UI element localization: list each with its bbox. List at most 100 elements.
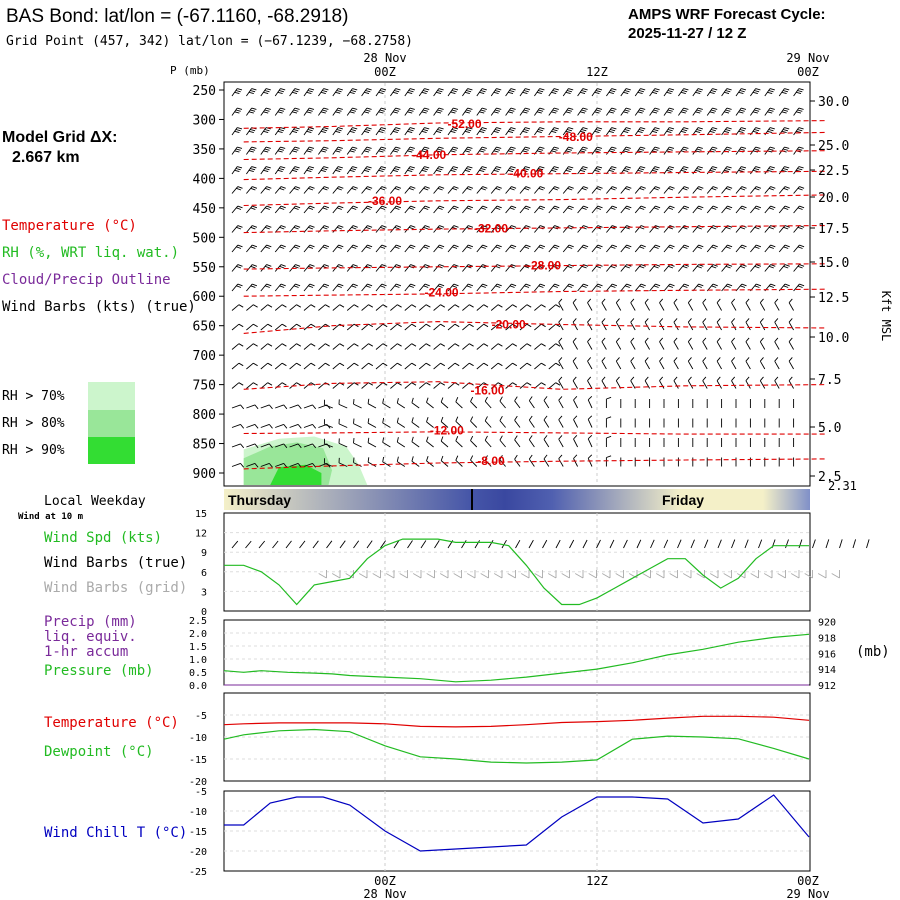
upper-wind-barb-395 bbox=[735, 264, 747, 272]
surface-barb-grid-38 bbox=[736, 570, 746, 579]
upper-wind-barb-411 bbox=[390, 283, 402, 292]
upper-wind-barb-190 bbox=[663, 166, 675, 175]
upper-wind-barb-361 bbox=[246, 264, 258, 272]
upper-wind-barb-455 bbox=[447, 304, 460, 311]
upper-wind-barb-555 bbox=[731, 337, 737, 350]
upper-wind-barb-359 bbox=[793, 244, 805, 253]
windchill-ytick-4: -5 bbox=[195, 787, 207, 798]
upper-wind-barb-514 bbox=[716, 318, 722, 331]
upper-wind-barb-568 bbox=[346, 362, 359, 370]
upper-wind-barb-419 bbox=[505, 283, 517, 292]
upper-wind-barb-584 bbox=[572, 357, 578, 370]
upper-wind-barb-234 bbox=[721, 186, 733, 194]
pressure-tick-1: 300 bbox=[193, 113, 216, 128]
upper-wind-barb-134 bbox=[433, 146, 444, 155]
upper-wind-barb-475 bbox=[731, 298, 737, 311]
page-title: BAS Bond: lat/lon = (-67.1160, -68.2918) bbox=[6, 6, 348, 27]
upper-wind-barb-188 bbox=[634, 166, 646, 175]
upper-wind-barb-699 bbox=[499, 415, 506, 428]
upper-wind-barb-19 bbox=[505, 88, 516, 97]
upper-wind-barb-541 bbox=[534, 343, 546, 350]
upper-wind-barb-638 bbox=[774, 376, 780, 389]
upper-wind-barb-222 bbox=[548, 186, 560, 194]
upper-wind-barb-595 bbox=[731, 357, 737, 370]
upper-wind-barb-589 bbox=[644, 357, 650, 370]
upper-wind-barb-221 bbox=[534, 186, 546, 194]
upper-wind-barb-328 bbox=[346, 244, 358, 253]
upper-wind-barb-92 bbox=[404, 127, 415, 136]
upper-wind-barb-612 bbox=[404, 382, 417, 389]
surface-barb-true-38 bbox=[744, 539, 749, 549]
upper-wind-barb-213 bbox=[418, 186, 430, 194]
upper-wind-barb-131 bbox=[390, 146, 401, 155]
upper-wind-barb-505 bbox=[587, 318, 593, 331]
legend-rh70: RH > 70% bbox=[2, 389, 65, 404]
upper-wind-barb-325 bbox=[303, 244, 315, 253]
upper-wind-barb-65 bbox=[591, 107, 603, 116]
upper-wind-barb-467 bbox=[615, 298, 622, 311]
surface-barb-grid-28 bbox=[601, 570, 611, 579]
surface-barb-grid-18 bbox=[466, 570, 476, 579]
temp-ytick-2: -10 bbox=[189, 733, 207, 744]
upper-wind-barb-507 bbox=[615, 318, 622, 331]
upper-wind-barb-491 bbox=[390, 323, 402, 331]
upper-wind-barb-74 bbox=[721, 107, 732, 116]
pressure-ytick-r-3: 918 bbox=[818, 633, 836, 644]
temp-contour-label-1: -48.00 bbox=[559, 130, 593, 144]
upper-wind-barb-37 bbox=[764, 88, 775, 97]
dewpoint-line bbox=[223, 728, 810, 764]
top-date-right: 29 Nov bbox=[786, 51, 829, 65]
upper-wind-barb-147 bbox=[620, 146, 631, 155]
precip-ytick-0: 0.0 bbox=[189, 681, 207, 692]
upper-wind-barb-139 bbox=[505, 146, 516, 155]
forecast-cycle-value: 2025-11-27 / 12 Z bbox=[628, 25, 746, 42]
upper-wind-barb-661 bbox=[528, 396, 535, 409]
upper-wind-barb-394 bbox=[721, 264, 733, 272]
upper-wind-barb-736 bbox=[455, 436, 463, 448]
upper-wind-barb-93 bbox=[418, 127, 430, 136]
upper-wind-barb-103 bbox=[562, 127, 574, 136]
upper-wind-barb-535 bbox=[447, 343, 460, 350]
upper-wind-barb-525 bbox=[303, 343, 316, 350]
upper-wind-barb-761 bbox=[246, 462, 259, 468]
wind-height-label: Wind at 10 m bbox=[18, 511, 84, 522]
upper-wind-barb-79 bbox=[793, 107, 804, 116]
upper-wind-barb-691 bbox=[382, 417, 391, 428]
upper-wind-barb-771 bbox=[382, 456, 391, 467]
upper-wind-barb-391 bbox=[678, 264, 690, 272]
upper-wind-barb-465 bbox=[587, 298, 593, 311]
bottom-date-left: 28 Nov bbox=[363, 887, 406, 900]
upper-wind-barb-542 bbox=[548, 343, 561, 350]
upper-wind-barb-219 bbox=[505, 186, 517, 194]
upper-wind-barb-772 bbox=[396, 456, 406, 467]
upper-wind-barb-156 bbox=[750, 146, 761, 155]
upper-wind-barb-187 bbox=[620, 166, 631, 175]
temp-contour-6 bbox=[243, 263, 827, 270]
upper-wind-barb-374 bbox=[433, 264, 445, 272]
upper-wind-barb-35 bbox=[735, 88, 747, 97]
upper-wind-barb-452 bbox=[404, 304, 417, 311]
upper-wind-barb-540 bbox=[519, 343, 532, 350]
upper-wind-barb-44 bbox=[289, 107, 300, 116]
upper-wind-barb-779 bbox=[499, 454, 506, 467]
upper-wind-barb-644 bbox=[289, 404, 302, 410]
upper-wind-barb-539 bbox=[505, 343, 518, 350]
surface-barb-true-46 bbox=[852, 539, 857, 549]
upper-wind-barb-734 bbox=[426, 436, 434, 448]
upper-wind-barb-600 bbox=[231, 382, 244, 389]
upper-wind-barb-427 bbox=[620, 283, 632, 292]
upper-wind-barb-403 bbox=[274, 283, 286, 292]
upper-wind-barb-481 bbox=[246, 323, 258, 331]
upper-wind-barb-2 bbox=[260, 88, 271, 97]
upper-wind-barb-372 bbox=[404, 264, 416, 272]
upper-wind-barb-13 bbox=[418, 88, 430, 97]
pressure-tick-3: 400 bbox=[193, 172, 216, 187]
upper-wind-barb-5 bbox=[303, 88, 315, 97]
upper-wind-barb-563 bbox=[274, 362, 287, 370]
upper-wind-barb-8 bbox=[346, 88, 358, 97]
upper-wind-barb-250 bbox=[375, 205, 387, 214]
upper-wind-barb-99 bbox=[505, 127, 516, 136]
pressure-ytick-r-0: 912 bbox=[818, 681, 836, 692]
upper-wind-barb-376 bbox=[462, 264, 474, 272]
upper-wind-barb-417 bbox=[476, 283, 488, 292]
